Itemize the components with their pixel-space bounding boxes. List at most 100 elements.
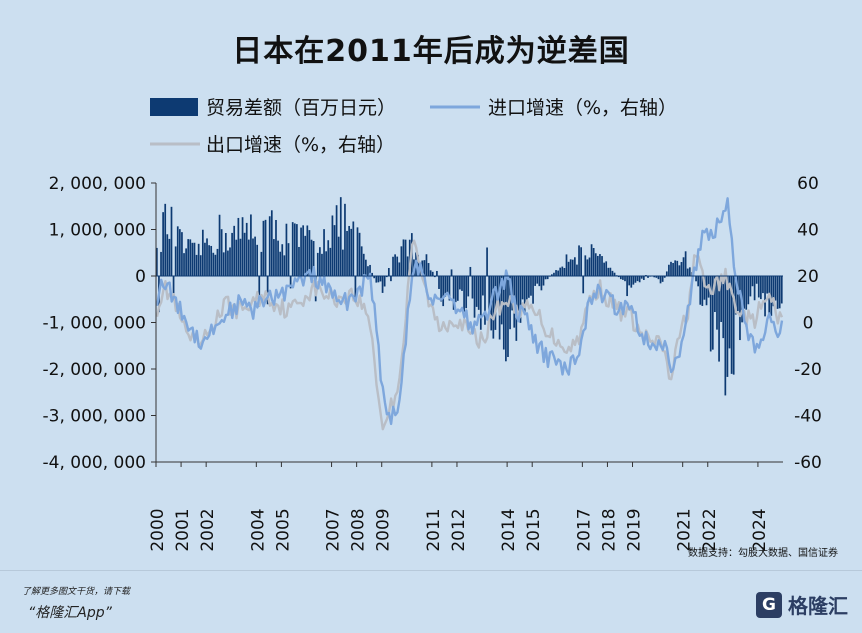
- right-tick-label: -20: [794, 360, 822, 380]
- trade-balance-bar: [379, 276, 382, 282]
- trade-balance-bar: [764, 276, 766, 317]
- trade-balance-bar: [456, 276, 459, 301]
- x-tick-label: 2015: [524, 508, 544, 551]
- x-tick-label: 2011: [424, 508, 444, 551]
- trade-balance-bar: [732, 276, 735, 375]
- trade-balance-bar: [350, 228, 353, 276]
- trade-balance-bar: [747, 276, 750, 305]
- trade-balance-bar: [477, 276, 480, 310]
- trade-balance-bar: [636, 276, 639, 282]
- trade-balance-bar: [331, 215, 334, 276]
- trade-balance-bar: [306, 225, 309, 276]
- trade-balance-bar: [599, 254, 601, 276]
- trade-balance-bar: [172, 276, 175, 294]
- trade-balance-bar: [231, 232, 233, 276]
- trade-balance-bar: [174, 246, 177, 276]
- trade-balance-bar: [534, 276, 536, 286]
- legend-label-export-growth: 出口增速（%，右轴）: [206, 134, 395, 156]
- trade-balance-bar: [298, 246, 300, 276]
- trade-balance-bar: [227, 250, 229, 276]
- x-tick-label: 2007: [324, 508, 344, 551]
- trade-balance-bar: [640, 276, 643, 279]
- trade-balance-bar: [751, 276, 754, 287]
- trade-balance-bar: [540, 276, 543, 291]
- trade-balance-bar: [229, 247, 231, 276]
- trade-balance-bar: [402, 239, 405, 276]
- trade-balance-bar: [682, 257, 685, 276]
- trade-balance-bar: [354, 276, 357, 301]
- trade-balance-bar: [185, 248, 187, 276]
- trade-balance-bar: [642, 276, 645, 281]
- trade-balance-bar: [394, 254, 396, 276]
- trade-balance-bar: [492, 276, 495, 339]
- left-tick-label: 0: [135, 267, 146, 287]
- trade-balance-bar: [387, 268, 390, 276]
- trade-balance-bar: [711, 276, 714, 350]
- trade-balance-bar: [507, 276, 509, 357]
- trade-balance-bar: [473, 276, 476, 318]
- trade-balance-bar: [369, 264, 371, 276]
- trade-balance-bar: [400, 246, 403, 276]
- trade-balance-bar: [156, 247, 158, 276]
- trade-balance-bar: [674, 260, 677, 276]
- trade-balance-bar: [574, 257, 576, 276]
- trade-balance-bar: [774, 276, 777, 301]
- trade-balance-bar: [283, 255, 286, 276]
- trade-balance-bar: [753, 276, 756, 301]
- trade-balance-bar: [425, 254, 428, 276]
- trade-balance-bar: [452, 276, 455, 310]
- trade-balance-bar: [323, 229, 325, 276]
- trade-balance-bar: [760, 276, 762, 300]
- trade-balance-bar: [525, 276, 528, 302]
- trade-balance-bar: [603, 262, 605, 276]
- trade-balance-bar: [245, 222, 248, 276]
- trade-balance-bar: [321, 253, 323, 276]
- trade-balance-bar: [699, 276, 702, 305]
- trade-balance-bar: [776, 276, 779, 309]
- trade-balance-bar: [339, 197, 342, 276]
- trade-balance-bar: [356, 227, 359, 276]
- trade-balance-bar: [655, 276, 658, 278]
- trade-balance-bar: [256, 244, 259, 276]
- trade-balance-bar: [584, 255, 587, 276]
- trade-balance-bar: [475, 276, 478, 307]
- trade-balance-bar: [465, 276, 468, 309]
- trade-balance-bar: [705, 276, 708, 306]
- trade-balance-bar: [588, 257, 591, 276]
- trade-balance-bar: [586, 259, 589, 276]
- trade-balance-bar: [563, 267, 566, 276]
- trade-balance-bar: [233, 225, 236, 276]
- trade-balance-bar: [728, 276, 731, 349]
- trade-balance-bar: [743, 276, 745, 309]
- trade-balance-bar: [762, 276, 764, 294]
- trade-balance-bar: [166, 234, 169, 276]
- trade-balance-bar: [730, 276, 733, 374]
- trade-balance-bar: [440, 276, 442, 302]
- trade-balance-bar: [300, 227, 302, 276]
- trade-balance-bar: [381, 276, 384, 293]
- trade-balance-bar: [684, 251, 687, 276]
- trade-balance-bar: [709, 276, 712, 352]
- trade-balance-bar: [183, 253, 185, 276]
- trade-balance-bar: [546, 276, 549, 280]
- trade-balance-bar: [613, 272, 616, 276]
- trade-balance-bar: [561, 266, 564, 276]
- trade-balance-bar: [431, 271, 434, 276]
- trade-balance-bar: [463, 276, 465, 312]
- left-tick-label: -1, 000, 000: [43, 314, 146, 334]
- trade-balance-bar: [617, 276, 620, 278]
- trade-balance-bar: [160, 251, 162, 276]
- x-tick-label: 2012: [449, 508, 469, 551]
- trade-balance-bar: [714, 276, 716, 313]
- trade-balance-bar: [486, 247, 488, 276]
- trade-balance-bar: [218, 214, 221, 276]
- trade-balance-bar: [722, 276, 725, 339]
- trade-balance-bar: [187, 239, 190, 276]
- trade-balance-bar: [170, 206, 173, 276]
- x-tick-label: 2014: [499, 508, 519, 551]
- trade-balance-bar: [479, 276, 482, 330]
- trade-balance-bar: [467, 276, 470, 297]
- trade-balance-bar: [383, 276, 386, 287]
- trade-balance-bar: [214, 254, 217, 276]
- trade-balance-bar: [450, 269, 453, 276]
